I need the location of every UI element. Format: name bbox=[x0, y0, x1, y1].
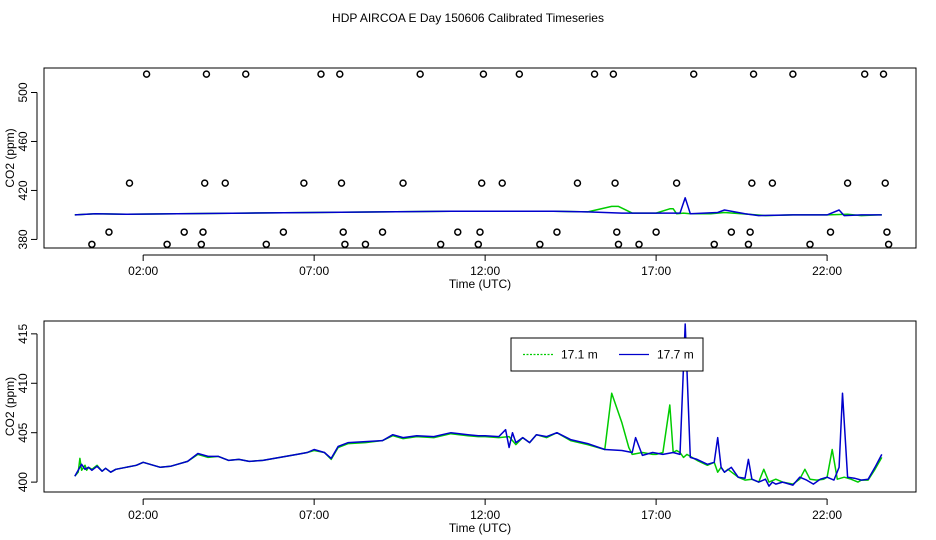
data-point bbox=[300, 179, 308, 187]
legend-label: 17.1 m bbox=[561, 348, 598, 362]
data-point bbox=[652, 228, 660, 236]
data-point bbox=[180, 228, 188, 236]
data-point bbox=[744, 240, 753, 249]
chart-title: HDP AIRCOA E Day 150606 Calibrated Times… bbox=[332, 11, 604, 25]
y-tick-label: 400 bbox=[16, 472, 30, 492]
data-point bbox=[262, 240, 271, 249]
data-point bbox=[197, 240, 206, 249]
data-point bbox=[105, 228, 113, 236]
plot-frame bbox=[43, 67, 917, 249]
data-point bbox=[416, 70, 424, 78]
data-point bbox=[611, 179, 619, 187]
data-point bbox=[477, 179, 486, 187]
data-point bbox=[860, 70, 869, 78]
series-line bbox=[74, 392, 883, 485]
data-point bbox=[635, 240, 643, 249]
data-point bbox=[221, 179, 229, 187]
legend-label: 17.7 m bbox=[657, 348, 694, 362]
data-point bbox=[454, 228, 462, 236]
data-point bbox=[748, 179, 756, 187]
data-point bbox=[879, 70, 888, 78]
x-axis-label: Time (UTC) bbox=[449, 521, 511, 535]
data-point bbox=[339, 228, 347, 236]
data-point bbox=[746, 228, 754, 236]
data-point bbox=[142, 70, 151, 78]
data-point bbox=[727, 228, 736, 236]
x-tick-label: 07:00 bbox=[299, 264, 329, 278]
data-point bbox=[843, 179, 852, 187]
y-tick-label: 420 bbox=[16, 180, 30, 200]
data-point bbox=[515, 70, 524, 78]
legend: 17.1 m 17.7 m bbox=[510, 337, 704, 372]
y-tick-label: 405 bbox=[16, 422, 30, 442]
data-point bbox=[399, 179, 407, 187]
data-point bbox=[590, 70, 599, 78]
series-line bbox=[74, 197, 882, 217]
data-point bbox=[336, 70, 344, 78]
x-tick-label: 02:00 bbox=[128, 264, 158, 278]
data-point bbox=[317, 70, 325, 78]
data-point bbox=[573, 179, 582, 187]
data-point bbox=[789, 70, 797, 78]
data-point bbox=[806, 240, 814, 249]
data-point bbox=[689, 70, 698, 78]
y-tick-label: 380 bbox=[16, 229, 30, 249]
data-point bbox=[279, 228, 288, 236]
y-tick-label: 415 bbox=[16, 324, 30, 344]
x-tick-label: 12:00 bbox=[470, 264, 500, 278]
data-point bbox=[884, 240, 893, 249]
data-point bbox=[609, 70, 618, 78]
data-point bbox=[378, 228, 387, 236]
data-point bbox=[199, 228, 207, 236]
x-tick-label: 07:00 bbox=[299, 508, 329, 522]
y-axis-label: CO2 (ppm) bbox=[3, 128, 17, 187]
data-point bbox=[614, 240, 623, 249]
top-panel: 02:00 07:00 12:00 17:00 22:00 Time (UTC) 380 42… bbox=[3, 67, 917, 291]
data-point bbox=[672, 179, 681, 187]
data-point bbox=[200, 179, 209, 187]
data-point bbox=[768, 179, 777, 187]
y-tick-label: 410 bbox=[16, 373, 30, 393]
data-point bbox=[710, 240, 718, 249]
y-tick-label: 500 bbox=[16, 82, 30, 102]
legend-box bbox=[510, 337, 704, 372]
x-tick-label: 17:00 bbox=[641, 508, 671, 522]
data-point bbox=[163, 240, 171, 249]
data-point bbox=[474, 240, 483, 249]
data-point bbox=[476, 228, 484, 236]
data-point bbox=[553, 228, 561, 236]
data-point bbox=[613, 228, 621, 236]
data-point bbox=[479, 70, 488, 78]
data-point bbox=[881, 179, 889, 187]
y-tick-label: 460 bbox=[16, 131, 30, 151]
data-point bbox=[242, 70, 250, 78]
data-point bbox=[341, 240, 349, 249]
data-point bbox=[88, 240, 96, 249]
x-tick-label: 22:00 bbox=[812, 508, 842, 522]
x-tick-label: 17:00 bbox=[641, 264, 671, 278]
data-point bbox=[436, 240, 445, 249]
data-point bbox=[337, 179, 346, 187]
x-axis-label: Time (UTC) bbox=[449, 277, 511, 291]
series-line bbox=[74, 323, 883, 487]
data-point bbox=[125, 179, 134, 187]
bottom-panel: 02:00 07:00 12:00 17:00 22:00 Time (UTC) 400 40… bbox=[3, 320, 917, 535]
x-tick-label: 22:00 bbox=[812, 264, 842, 278]
data-point bbox=[826, 228, 835, 236]
data-point bbox=[749, 70, 758, 78]
y-axis-label: CO2 (ppm) bbox=[3, 377, 17, 436]
x-tick-label: 02:00 bbox=[128, 508, 158, 522]
x-tick-label: 12:00 bbox=[470, 508, 500, 522]
data-point bbox=[202, 70, 211, 78]
data-point bbox=[361, 240, 370, 249]
plot-frame bbox=[43, 320, 917, 493]
data-point bbox=[536, 240, 544, 249]
data-point bbox=[883, 228, 891, 236]
data-point bbox=[498, 179, 506, 187]
